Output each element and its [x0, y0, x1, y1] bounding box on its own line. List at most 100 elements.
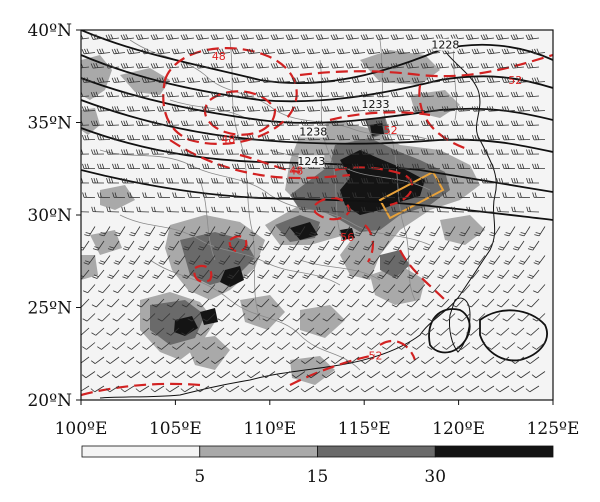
wind-barb: [166, 206, 180, 213]
wind-barb: [270, 120, 285, 126]
wind-barb: [306, 77, 321, 83]
temperature-contour: [418, 84, 471, 152]
wind-barb: [399, 226, 411, 237]
wind-barb: [405, 356, 420, 364]
wind-barb: [495, 120, 510, 126]
wind-barb: [375, 356, 390, 364]
wind-barb: [111, 77, 126, 83]
wind-barb: [375, 34, 390, 40]
wind-barb: [270, 356, 285, 364]
x-tick-label: 125ºE: [527, 419, 580, 439]
wind-barb: [225, 385, 240, 393]
wind-barb: [309, 226, 321, 237]
wind-barb: [232, 192, 246, 198]
wind-barb: [336, 134, 351, 141]
wind-barb: [246, 134, 261, 141]
wind-barb: [242, 240, 255, 251]
wind-barb: [180, 120, 195, 126]
wind-barb: [150, 120, 165, 126]
wind-barb: [426, 106, 441, 112]
wind-barb: [392, 240, 405, 251]
wind-barb: [210, 91, 225, 98]
wind-barb: [232, 163, 246, 169]
wind-barb: [471, 371, 486, 379]
wind-barb: [330, 385, 345, 393]
wind-barb: [292, 342, 306, 350]
contour-label-background: [362, 97, 389, 110]
wind-barb: [249, 226, 261, 237]
wind-barb: [339, 226, 351, 237]
wind-barb: [180, 356, 195, 364]
wind-barb: [90, 120, 105, 126]
wind-barb: [291, 106, 306, 112]
wind-barb: [144, 226, 156, 237]
wind-barb: [225, 91, 240, 98]
wind-barb: [181, 327, 195, 336]
wind-barb: [216, 371, 231, 379]
wind-barb: [96, 106, 111, 112]
wind-barb: [120, 34, 135, 40]
wind-barb: [525, 356, 540, 364]
wind-barb: [489, 226, 501, 237]
wind-barb: [186, 48, 201, 55]
wind-barb: [112, 342, 126, 350]
wind-barb: [91, 149, 105, 155]
wind-barb: [135, 91, 150, 98]
wind-barb: [112, 163, 126, 169]
y-tick-label: 40ºN: [27, 21, 72, 41]
wind-barb: [487, 313, 501, 322]
wind-barb: [471, 77, 486, 83]
wind-barb: [256, 298, 270, 308]
wind-barb: [256, 206, 270, 213]
wind-barb: [141, 77, 156, 83]
wind-barb: [240, 120, 255, 126]
wind-barb: [182, 240, 195, 251]
wind-barb: [135, 34, 150, 40]
wind-barb: [98, 284, 111, 294]
wind-barb: [435, 91, 450, 98]
wind-barb: [351, 48, 366, 55]
wind-barb: [142, 163, 156, 169]
wind-barb: [306, 106, 321, 112]
wind-barb: [441, 371, 456, 379]
wind-barb: [360, 91, 375, 98]
wind-barb: [353, 284, 366, 294]
wind-barb: [255, 356, 270, 364]
wind-barb: [120, 91, 135, 98]
wind-barb: [92, 269, 105, 279]
wind-barb: [368, 284, 381, 294]
wind-barb: [466, 178, 480, 184]
wind-barb: [277, 313, 291, 322]
wind-barb: [517, 163, 531, 169]
wind-barb: [231, 134, 246, 141]
wind-barb: [211, 327, 225, 336]
wind-barb: [337, 192, 351, 198]
wind-barb: [81, 178, 90, 184]
wind-barb: [277, 342, 291, 350]
wind-barb: [451, 327, 465, 336]
wind-barb: [106, 149, 120, 155]
wind-barb: [486, 371, 501, 379]
wind-barb: [377, 269, 390, 279]
wind-barb: [332, 269, 345, 279]
wind-barb: [300, 385, 315, 393]
wind-barb: [352, 192, 366, 198]
wind-barb: [187, 313, 201, 322]
wind-barb: [330, 34, 345, 40]
wind-barb: [156, 371, 171, 379]
wind-barb: [441, 134, 456, 141]
wind-barb: [136, 298, 150, 308]
wind-barb: [391, 149, 405, 155]
wind-barb: [450, 120, 465, 126]
wind-barb: [128, 255, 141, 265]
wind-barb: [456, 371, 471, 379]
wind-barb: [510, 385, 525, 393]
wind-barb: [482, 240, 495, 251]
wind-barb: [216, 77, 231, 83]
wind-barb: [495, 385, 510, 393]
wind-barb: [83, 284, 96, 294]
wind-barb: [166, 178, 180, 184]
wind-barb: [323, 284, 336, 294]
